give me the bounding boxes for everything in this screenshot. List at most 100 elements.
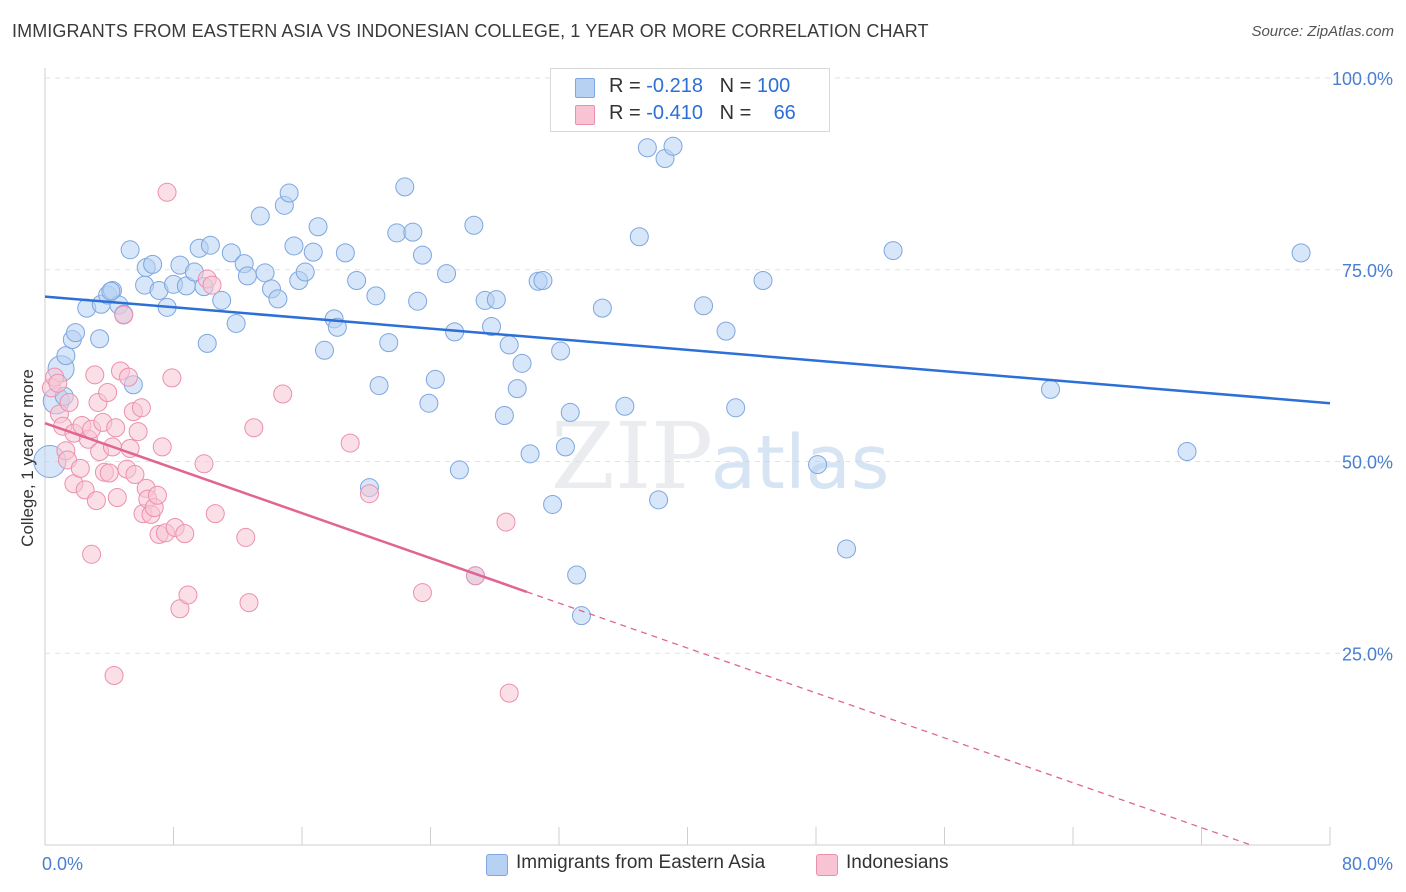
- data-point-indonesians: [202, 275, 222, 295]
- data-point-eastern-asia: [295, 262, 315, 282]
- data-point-indonesians: [499, 683, 519, 703]
- data-point-indonesians: [236, 527, 256, 547]
- data-point-eastern-asia: [507, 379, 527, 399]
- data-point-eastern-asia: [837, 539, 857, 559]
- data-point-indonesians: [162, 368, 182, 388]
- data-point-eastern-asia: [663, 136, 683, 156]
- grid-lines: [45, 77, 1392, 654]
- legend-r-label: R =: [609, 102, 641, 124]
- data-point-eastern-asia: [808, 455, 828, 475]
- data-point-eastern-asia: [512, 353, 532, 373]
- data-point-eastern-asia: [403, 222, 423, 242]
- data-point-indonesians: [125, 465, 145, 485]
- data-point-eastern-asia: [335, 243, 355, 263]
- data-point-eastern-asia: [369, 376, 389, 396]
- legend-n-value: 100: [756, 75, 791, 97]
- data-point-eastern-asia: [520, 444, 540, 464]
- trend-line-eastern-asia: [44, 295, 1331, 405]
- data-point-indonesians: [85, 365, 105, 385]
- legend-swatch-blue: [486, 854, 508, 876]
- data-point-eastern-asia: [482, 317, 502, 337]
- watermark-zip: ZIP: [551, 403, 713, 510]
- legend-swatch-blue: [575, 78, 595, 98]
- data-point-indonesians: [98, 382, 118, 402]
- series-eastern-asia-points: [33, 136, 1311, 626]
- legend-swatch-pink: [816, 854, 838, 876]
- chart-title: IMMIGRANTS FROM EASTERN ASIA VS INDONESI…: [12, 21, 929, 41]
- data-point-eastern-asia: [284, 236, 304, 256]
- legend-r-value: -0.218: [646, 75, 703, 97]
- data-point-indonesians: [107, 488, 127, 508]
- data-point-eastern-asia: [314, 340, 334, 360]
- data-point-eastern-asia: [279, 183, 299, 203]
- data-point-eastern-asia: [197, 333, 217, 353]
- data-point-indonesians: [114, 305, 134, 325]
- data-point-eastern-asia: [567, 565, 587, 585]
- data-point-indonesians: [244, 418, 264, 438]
- data-point-eastern-asia: [379, 333, 399, 353]
- series-indonesians-points: [41, 182, 519, 703]
- tick-labels: 100.0% 75.0% 50.0% 25.0% 0.0% 80.0%: [42, 69, 1393, 874]
- data-point-indonesians: [205, 504, 225, 524]
- data-point-indonesians: [106, 418, 126, 438]
- data-point-eastern-asia: [425, 369, 445, 389]
- data-point-indonesians: [59, 392, 79, 412]
- data-point-eastern-asia: [408, 291, 428, 311]
- y-tick-label: 50.0%: [1342, 453, 1393, 473]
- watermark: ZIP atlas: [551, 403, 890, 510]
- data-point-indonesians: [178, 585, 198, 605]
- data-point-eastern-asia: [347, 270, 367, 290]
- data-point-indonesians: [147, 485, 167, 505]
- x-tick-label: 80.0%: [1342, 854, 1393, 874]
- data-point-eastern-asia: [464, 215, 484, 235]
- watermark-atlas: atlas: [711, 420, 890, 506]
- data-point-eastern-asia: [543, 494, 563, 514]
- legend-n-value: 66: [773, 102, 796, 124]
- data-point-eastern-asia: [437, 264, 457, 284]
- legend-n-label: N =: [719, 75, 752, 97]
- data-point-indonesians: [131, 398, 151, 418]
- legend-r-value: -0.410: [646, 102, 703, 124]
- data-point-eastern-asia: [615, 396, 635, 416]
- data-point-eastern-asia: [255, 263, 275, 283]
- data-point-indonesians: [119, 367, 139, 387]
- data-point-eastern-asia: [66, 323, 86, 343]
- data-point-indonesians: [104, 665, 124, 685]
- data-point-indonesians: [152, 437, 172, 457]
- data-point-eastern-asia: [560, 402, 580, 422]
- data-point-eastern-asia: [1291, 243, 1311, 263]
- legend-text: R = -0.410 N = 66: [609, 102, 796, 125]
- data-point-indonesians: [120, 438, 140, 458]
- legend-r-label: R =: [609, 75, 641, 97]
- legend-n-label: N =: [719, 102, 752, 124]
- trend-line-indonesians: [44, 421, 528, 594]
- data-point-eastern-asia: [221, 243, 241, 263]
- legend-label: Immigrants from Eastern Asia: [516, 852, 766, 873]
- data-point-indonesians: [175, 524, 195, 544]
- data-point-eastern-asia: [637, 138, 657, 158]
- data-point-indonesians: [86, 491, 106, 511]
- data-point-eastern-asia: [486, 290, 506, 310]
- data-point-indonesians: [128, 422, 148, 442]
- data-point-eastern-asia: [716, 321, 736, 341]
- data-point-indonesians: [48, 373, 68, 393]
- data-point-eastern-asia: [395, 177, 415, 197]
- data-point-indonesians: [239, 593, 259, 613]
- data-point-eastern-asia: [555, 437, 575, 457]
- data-point-indonesians: [99, 463, 119, 483]
- data-point-eastern-asia: [592, 298, 612, 318]
- y-axis-title: College, 1 year or more: [18, 369, 37, 547]
- trend-line-indonesians-extension: [526, 591, 1252, 846]
- data-point-eastern-asia: [1177, 442, 1197, 462]
- data-point-eastern-asia: [101, 281, 121, 301]
- data-point-eastern-asia: [649, 490, 669, 510]
- data-point-eastern-asia: [1041, 379, 1061, 399]
- data-point-eastern-asia: [419, 393, 439, 413]
- data-point-eastern-asia: [449, 460, 469, 480]
- data-point-eastern-asia: [883, 241, 903, 261]
- data-point-indonesians: [194, 454, 214, 474]
- data-point-eastern-asia: [629, 227, 649, 247]
- data-point-indonesians: [70, 458, 90, 478]
- data-point-eastern-asia: [494, 405, 514, 425]
- data-point-eastern-asia: [726, 398, 746, 418]
